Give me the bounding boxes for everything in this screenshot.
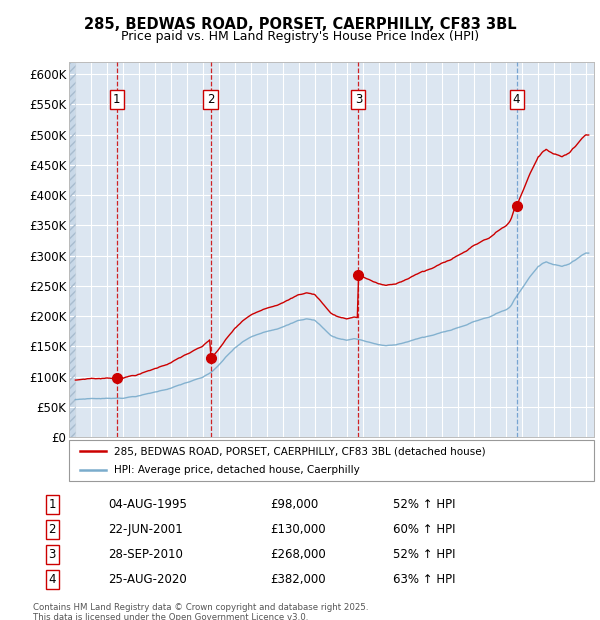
Text: 52% ↑ HPI: 52% ↑ HPI <box>392 548 455 561</box>
Text: 3: 3 <box>355 93 362 106</box>
Text: 1: 1 <box>113 93 121 106</box>
Text: 28-SEP-2010: 28-SEP-2010 <box>108 548 183 561</box>
Text: 60% ↑ HPI: 60% ↑ HPI <box>392 523 455 536</box>
FancyBboxPatch shape <box>69 440 594 480</box>
Text: 2: 2 <box>49 523 56 536</box>
Text: 63% ↑ HPI: 63% ↑ HPI <box>392 574 455 587</box>
Text: 22-JUN-2001: 22-JUN-2001 <box>108 523 183 536</box>
Text: Contains HM Land Registry data © Crown copyright and database right 2025.
This d: Contains HM Land Registry data © Crown c… <box>33 603 368 620</box>
Text: 285, BEDWAS ROAD, PORSET, CAERPHILLY, CF83 3BL: 285, BEDWAS ROAD, PORSET, CAERPHILLY, CF… <box>83 17 517 32</box>
Text: 285, BEDWAS ROAD, PORSET, CAERPHILLY, CF83 3BL (detached house): 285, BEDWAS ROAD, PORSET, CAERPHILLY, CF… <box>113 446 485 456</box>
Bar <box>69 62 76 437</box>
Text: 2: 2 <box>207 93 214 106</box>
Text: £268,000: £268,000 <box>270 548 326 561</box>
Text: 4: 4 <box>513 93 520 106</box>
Text: £130,000: £130,000 <box>270 523 326 536</box>
Text: 52% ↑ HPI: 52% ↑ HPI <box>392 498 455 511</box>
Bar <box>69 62 76 437</box>
Text: Price paid vs. HM Land Registry's House Price Index (HPI): Price paid vs. HM Land Registry's House … <box>121 30 479 43</box>
Text: HPI: Average price, detached house, Caerphilly: HPI: Average price, detached house, Caer… <box>113 464 359 475</box>
Text: 25-AUG-2020: 25-AUG-2020 <box>108 574 187 587</box>
Text: 4: 4 <box>49 574 56 587</box>
Text: £382,000: £382,000 <box>270 574 326 587</box>
Text: £98,000: £98,000 <box>270 498 318 511</box>
Text: 3: 3 <box>49 548 56 561</box>
Text: 1: 1 <box>49 498 56 511</box>
Text: 04-AUG-1995: 04-AUG-1995 <box>108 498 187 511</box>
